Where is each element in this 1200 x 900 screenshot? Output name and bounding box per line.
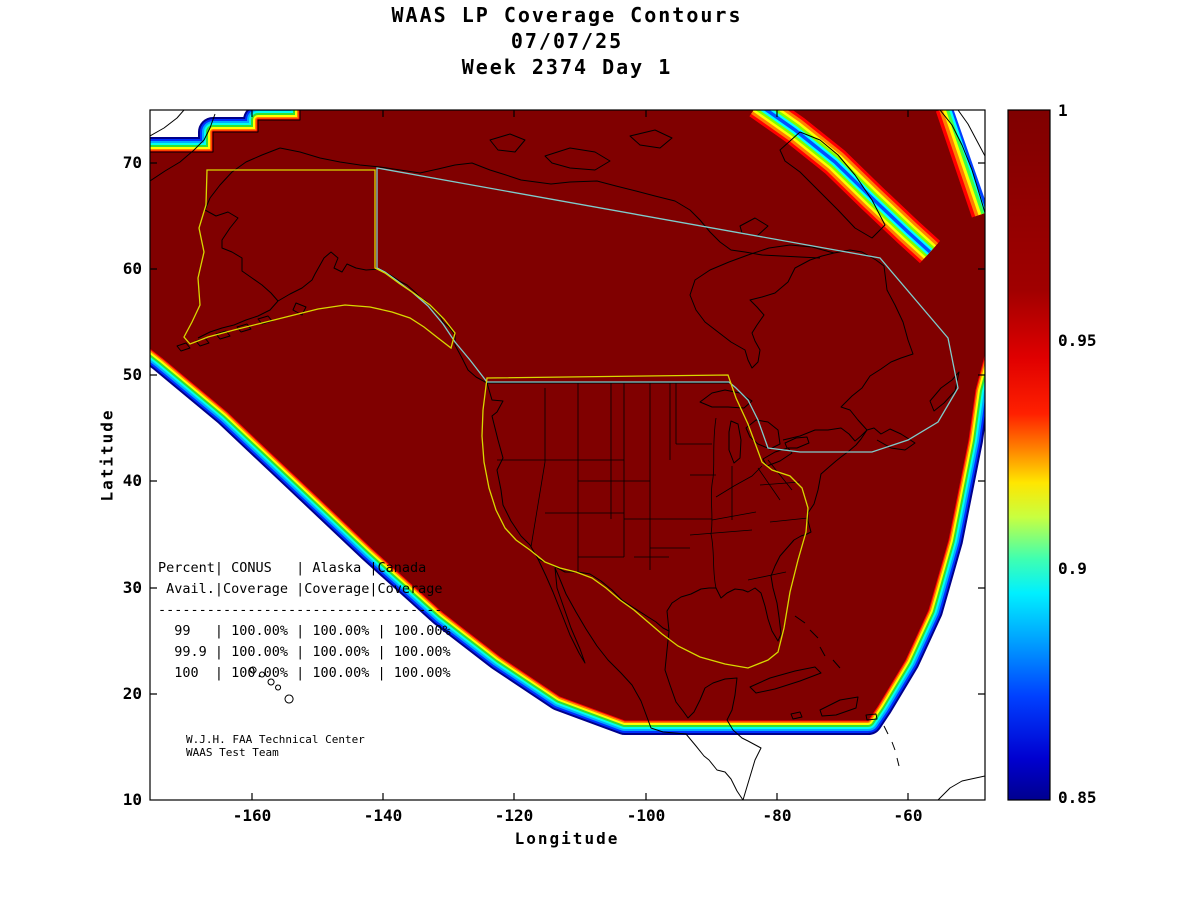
y-tick-label: 20	[122, 684, 142, 703]
y-tick-label: 40	[122, 471, 142, 490]
coverage-table-line: Avail.|Coverage |Coverage|Coverage	[158, 581, 443, 597]
state-borders	[497, 383, 809, 589]
figure-subtitle-date: 07/07/25	[510, 29, 624, 53]
alaska-boundary	[183, 169, 456, 350]
coverage-table: Percent| CONUS | Alaska |Canada Avail.|C…	[158, 558, 451, 684]
colorbar-tick-label: 0.9	[1058, 559, 1087, 578]
uncovered-corner	[953, 110, 985, 200]
x-tick-label: -160	[232, 806, 272, 825]
colorbar-tick-label: 0.95	[1058, 331, 1097, 350]
y-tick-label: 70	[122, 153, 142, 172]
y-axis-title: Latitude	[97, 408, 117, 502]
davis-strait-contours	[749, 110, 941, 264]
plot-box	[149, 109, 986, 801]
coverage-table-line: 99 | 100.00% | 100.00% | 100.00%	[158, 623, 451, 639]
figure-subtitle-week: Week 2374 Day 1	[461, 55, 673, 79]
x-tick-label: -60	[893, 806, 923, 825]
colorbar-tick-label: 1	[1058, 101, 1068, 120]
x-axis-title: Longitude	[514, 829, 620, 848]
conus-boundary	[481, 374, 809, 669]
y-tick-label: 30	[122, 578, 142, 597]
y-tick-label: 60	[122, 259, 142, 278]
coverage-table-line: Percent| CONUS | Alaska |Canada	[158, 560, 427, 576]
colorbar-tick-label: 0.85	[1058, 788, 1097, 807]
greenland-corner-contours	[935, 110, 985, 218]
x-tick-label: -120	[494, 806, 534, 825]
y-tick-label: 10	[122, 790, 142, 809]
figure-title: WAAS LP Coverage Contours	[391, 3, 743, 27]
y-tick-label: 50	[122, 365, 142, 384]
title-block: WAAS LP Coverage Contours 07/07/25 Week …	[0, 2, 1134, 80]
coverage-table-line: 99.9 | 100.00% | 100.00% | 100.00%	[158, 644, 451, 660]
x-tick-label: -140	[363, 806, 403, 825]
tick-marks	[150, 110, 985, 800]
credit-line-1: W.J.H. FAA Technical Center	[186, 733, 365, 746]
credit-line-2: WAAS Test Team	[186, 746, 279, 759]
x-tick-label: -80	[762, 806, 792, 825]
coverage-table-line: 100 | 100.00% | 100.00% | 100.00%	[158, 665, 451, 681]
x-tick-label: -100	[626, 806, 666, 825]
coverage-table-line: -----------------------------------	[158, 602, 443, 618]
credit-note: W.J.H. FAA Technical Center WAAS Test Te…	[186, 733, 365, 759]
colorbar-gradient	[1007, 109, 1051, 801]
